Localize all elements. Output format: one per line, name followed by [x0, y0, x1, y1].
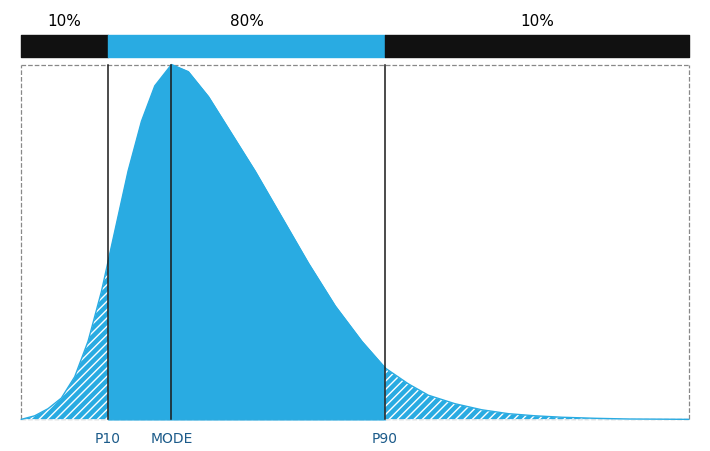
- Text: 10%: 10%: [48, 14, 82, 29]
- Text: 10%: 10%: [520, 14, 554, 29]
- Text: 80%: 80%: [229, 14, 263, 29]
- Text: P90: P90: [372, 431, 398, 445]
- Text: MODE: MODE: [151, 431, 192, 445]
- Text: P10: P10: [95, 431, 121, 445]
